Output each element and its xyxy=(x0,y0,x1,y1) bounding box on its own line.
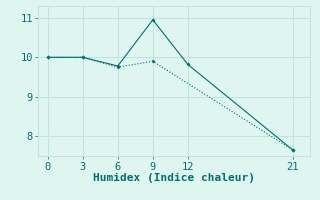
X-axis label: Humidex (Indice chaleur): Humidex (Indice chaleur) xyxy=(93,173,255,183)
